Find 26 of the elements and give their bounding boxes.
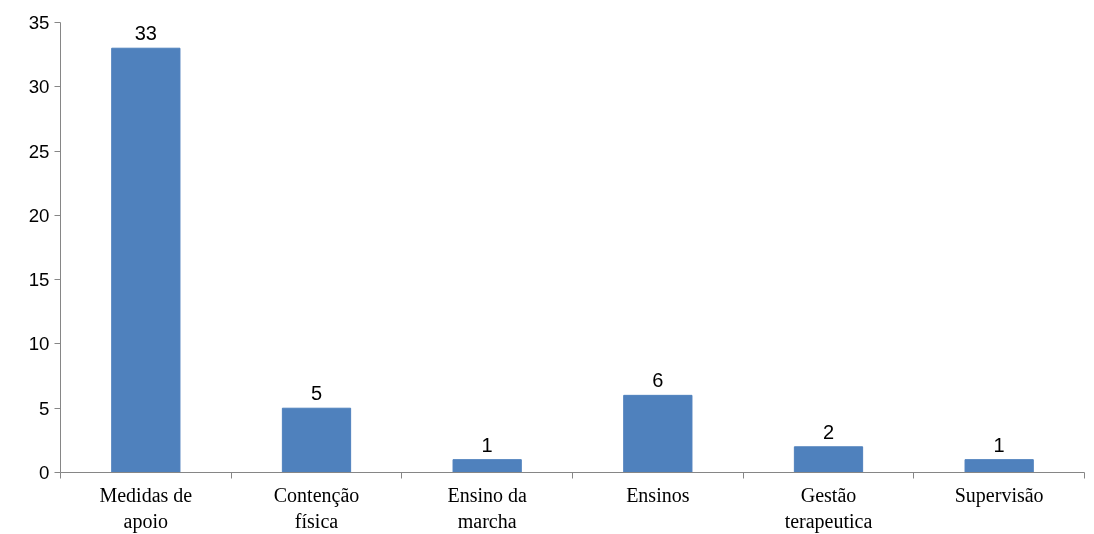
y-tick-label: 0	[39, 462, 50, 483]
x-tick-label: Contenção física	[273, 483, 360, 532]
y-tick-label: 10	[28, 333, 50, 355]
x-tick-label: Supervisão	[954, 483, 1044, 507]
bar	[281, 407, 352, 473]
y-tick-label: 20	[28, 204, 50, 226]
data-label: 1	[481, 433, 493, 456]
y-tick-label: 30	[28, 76, 50, 98]
data-label: 5	[310, 382, 323, 405]
y-tick-label: 15	[28, 269, 50, 291]
x-tick-label: Gestão terapeutica	[784, 483, 873, 533]
bar	[452, 459, 522, 473]
x-tick-label: Medidas de apoio	[99, 483, 193, 533]
bar	[623, 394, 693, 473]
bar	[964, 459, 1034, 473]
x-tick-label: Ensino da marcha	[447, 483, 528, 532]
data-label: 6	[652, 369, 664, 392]
y-tick-label: 5	[39, 397, 50, 419]
data-label: 2	[822, 420, 835, 443]
data-label: 33	[134, 22, 157, 45]
data-label: 1	[993, 433, 1005, 456]
x-tick-label: Ensinos	[626, 483, 690, 506]
bar	[793, 446, 864, 473]
bar	[111, 47, 181, 473]
y-tick-label: 25	[28, 140, 50, 162]
y-tick-label: 35	[28, 12, 50, 33]
